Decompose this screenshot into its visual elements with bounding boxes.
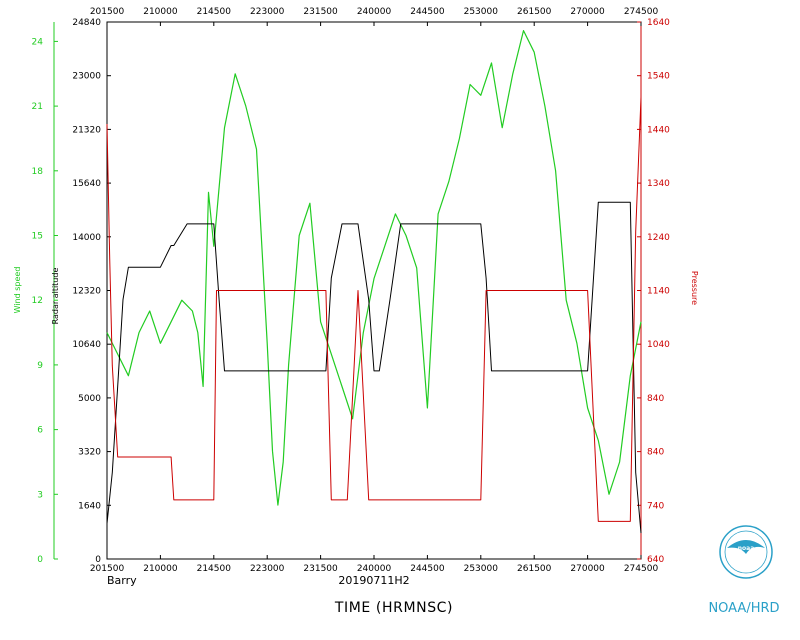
logo-inner-ring [724,530,768,574]
altitude-tick-label: 23000 [72,72,101,82]
x-axis-top: 201500 210000 214500 223000 231500 240000 2445… [90,7,659,26]
series-group [106,30,642,534]
altitude-axis-title: Radar altitude [51,268,60,325]
x-tick-label-bottom: 210000 [143,564,178,574]
pressure-axis: 640 740 840 840 1040 1140 1240 1340 1440 1540 1640 [637,18,670,565]
logo-bird-shape [727,540,765,554]
logo-text: noaa [738,545,755,552]
altitude-tick-label: 14000 [72,233,101,243]
pressure-tick-label: 1440 [647,125,670,135]
x-tick-label-top: 261500 [517,7,552,17]
x-tick-label-bottom: 253000 [464,564,499,574]
wind-tick-label: 6 [37,426,43,436]
x-tick-label-bottom: 223000 [250,564,285,574]
pressure-tick-label: 840 [647,448,664,458]
wind-tick-label: 0 [37,555,43,565]
logo-wave-shape [730,560,762,566]
pressure-tick-label: 1240 [647,233,670,243]
x-tick-label-top: 223000 [250,7,285,17]
altitude-tick-label: 5000 [78,394,101,404]
wind-tick-label: 15 [32,232,43,242]
wind-tick-label: 18 [32,167,44,177]
wind-speed-axis: 0 3 6 9 12 15 18 21 24 [32,37,58,565]
altitude-tick-label: 21320 [72,125,101,135]
radar-altitude-axis: 0 1640 3320 5000 10640 12320 14000 15640 21320 23… [72,18,111,565]
x-tick-label-top: 214500 [197,7,232,17]
pressure-tick-label: 1040 [647,340,670,350]
x-tick-label-bottom: 201500 [90,564,125,574]
pressure-tick-label: 840 [647,394,664,404]
pressure-series-line [106,97,642,522]
flight-id: 20190711H2 [338,574,409,587]
x-tick-label-top: 201500 [90,7,125,17]
x-tick-label-bottom: 244500 [410,564,445,574]
wind-tick-label: 21 [32,102,43,112]
x-tick-label-bottom: 270000 [570,564,605,574]
storm-name: Barry [107,574,137,587]
x-tick-label-bottom: 214500 [197,564,232,574]
logo-outer-ring [719,525,773,579]
wind-speed-series-line [106,30,642,506]
altitude-tick-label: 24840 [72,18,101,28]
x-tick-label-top: 270000 [570,7,605,17]
agency-label: NOAA/HRD [708,601,779,616]
altitude-tick-label: 10640 [72,340,101,350]
altitude-tick-label: 15640 [72,179,101,189]
pressure-tick-label: 1540 [647,72,670,82]
x-axis-bottom: 201500 210000 214500 223000 231500 240000 2445… [90,555,659,574]
wind-axis-title: Wind speed [13,267,22,314]
time-axis-label: TIME (HRMNSC) [334,600,453,616]
wind-tick-label: 9 [37,361,43,371]
altitude-tick-label: 0 [95,555,101,565]
x-tick-label-top: 253000 [464,7,499,17]
pressure-tick-label: 1340 [647,179,670,189]
altitude-tick-label: 3320 [78,448,101,458]
x-tick-label-bottom: 240000 [357,564,392,574]
x-tick-label-top: 240000 [357,7,392,17]
wind-tick-label: 3 [37,490,43,500]
x-tick-label-top: 210000 [143,7,178,17]
pressure-tick-label: 640 [647,555,664,565]
x-tick-label-top: 274500 [624,7,659,17]
pressure-tick-label: 1140 [647,287,670,297]
x-tick-label-bottom: 274500 [624,564,659,574]
radar-altitude-series-line [106,201,642,534]
altitude-tick-label: 12320 [72,287,101,297]
wind-tick-label: 24 [32,37,44,47]
wind-tick-label: 12 [32,296,43,306]
x-tick-label-bottom: 231500 [303,564,338,574]
pressure-axis-title: Pressure [690,271,699,305]
x-tick-label-top: 244500 [410,7,445,17]
pressure-tick-label: 740 [647,501,664,511]
noaa-logo: noaa [719,525,773,579]
x-tick-label-top: 231500 [303,7,338,17]
pressure-tick-label: 1640 [647,18,670,28]
x-tick-label-bottom: 261500 [517,564,552,574]
altitude-tick-label: 1640 [78,501,101,511]
